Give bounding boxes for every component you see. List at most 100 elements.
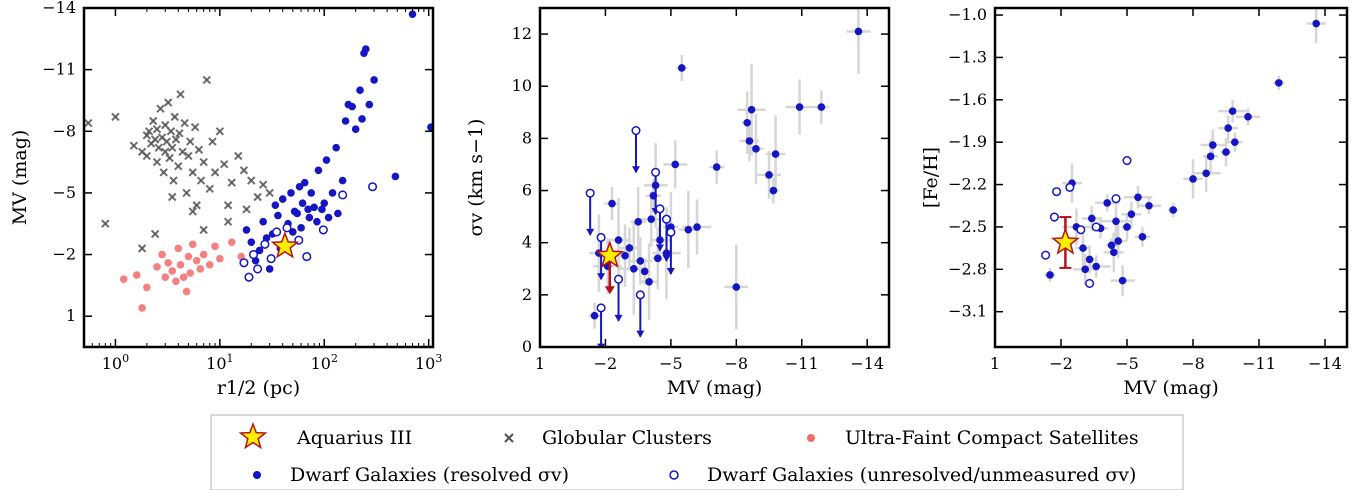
dwarf-resolved-point — [358, 115, 366, 123]
dwarf-unresolved-point — [1122, 156, 1132, 166]
dwarf-unresolved-point — [239, 258, 249, 268]
globular-cluster-point — [150, 229, 160, 239]
dwarf-unresolved-point — [253, 264, 263, 274]
dwarf-resolved-point — [408, 10, 417, 18]
y-tick-label: 12 — [512, 24, 532, 43]
y-tick-label: −5 — [52, 183, 76, 202]
globular-cluster-point — [178, 147, 187, 157]
x-tick-label: 1 — [990, 354, 1000, 373]
globular-cluster-point — [196, 176, 206, 185]
dwarf-unresolved-point — [1076, 225, 1086, 235]
ufcs-point — [161, 273, 170, 281]
dwarf-resolved-point — [693, 223, 701, 231]
dwarf-resolved-point — [307, 189, 316, 197]
y-tick-label: −8 — [52, 121, 76, 140]
dwarf-resolved-point — [745, 137, 754, 145]
ufcs-point — [205, 261, 214, 269]
y-tick-label: −2.2 — [948, 175, 987, 194]
dwarf-unresolved-point — [1085, 278, 1095, 288]
globular-cluster-point — [188, 168, 197, 177]
ufcs-point — [164, 258, 172, 267]
ufcs-point — [196, 265, 205, 273]
y-tick-label: 8 — [522, 128, 532, 147]
globular-cluster-point — [144, 127, 154, 136]
globular-cluster-point — [227, 178, 236, 187]
y-tick-label: −2.5 — [948, 217, 987, 236]
globular-cluster-point — [202, 75, 212, 85]
dwarf-resolved-point — [1231, 138, 1239, 146]
dwarf-resolved-point — [1244, 112, 1252, 121]
plot-frame — [538, 6, 891, 349]
x-axis-label: MV (mag) — [1123, 377, 1219, 399]
legend-frame — [210, 414, 1184, 490]
globular-cluster-point — [142, 131, 152, 140]
ufcs-point — [119, 275, 128, 284]
y-tick-label: 4 — [522, 233, 532, 252]
y-tick-label: 0 — [522, 337, 532, 356]
aquarius-arrowhead — [604, 286, 615, 295]
legend-ufcs-marker — [807, 434, 815, 442]
dwarf-resolved-point — [765, 171, 773, 179]
dwarf-unresolved-point — [282, 223, 292, 233]
dwarf-unresolved-point — [272, 227, 282, 237]
dwarf-resolved-point — [1206, 152, 1215, 161]
globular-cluster-point — [210, 168, 220, 177]
dwarf-resolved-point — [1103, 199, 1111, 207]
ufcs-point — [138, 304, 146, 312]
globular-cluster-point — [162, 137, 171, 146]
ufcs-point — [188, 240, 197, 249]
dwarf-resolved-point — [590, 311, 599, 320]
dwarf-unresolved-point — [1052, 187, 1062, 197]
dwarf-resolved-point — [640, 267, 649, 276]
plot-area-3 — [1041, 8, 1327, 297]
x-tick-label: −11 — [785, 354, 819, 373]
dwarf-unresolved-point — [666, 227, 676, 237]
dwarf-resolved-point — [634, 218, 642, 226]
globular-cluster-point — [184, 151, 193, 161]
y-axis-label: σv (km s−1) — [465, 119, 487, 237]
globular-cluster-point — [161, 147, 170, 157]
dwarf-resolved-point — [614, 236, 623, 244]
globular-cluster-point — [159, 168, 168, 177]
globular-cluster-point — [219, 159, 229, 169]
dwarf-resolved-point — [322, 156, 331, 164]
ufcs-point — [227, 238, 236, 247]
y-tick-label: −3.1 — [948, 302, 987, 321]
dwarf-resolved-point — [1088, 214, 1096, 223]
y-tick-label: 6 — [522, 181, 532, 200]
dwarf-resolved-point — [304, 205, 312, 214]
x-tick-label: 100 — [102, 352, 129, 373]
globular-cluster-point — [258, 180, 268, 189]
globular-cluster-point — [265, 188, 274, 198]
dwarf-resolved-point — [1134, 193, 1142, 202]
x-tick-label: −2 — [1049, 354, 1073, 373]
dwarf-resolved-point — [391, 172, 400, 181]
dwarf-resolved-point — [305, 213, 314, 222]
dwarf-resolved-point — [351, 125, 360, 134]
dwarf-resolved-point — [360, 49, 368, 57]
ufcs-point — [153, 263, 161, 271]
globular-cluster-point — [188, 207, 197, 216]
globular-cluster-point — [170, 112, 179, 122]
dwarf-resolved-point — [334, 209, 342, 218]
dwarf-resolved-point — [293, 209, 301, 218]
dwarf-unresolved-point — [266, 254, 276, 264]
dwarf-resolved-point — [712, 163, 721, 171]
dwarf-resolved-point — [300, 178, 309, 187]
dwarf-resolved-point — [348, 102, 356, 111]
dwarf-resolved-point — [287, 189, 295, 197]
globular-cluster-point — [176, 90, 185, 99]
dwarf-unresolved-point — [651, 167, 661, 177]
dwarf-resolved-point — [274, 211, 282, 220]
legend-dwarf-unresolved-marker — [669, 470, 679, 480]
upper-limit-arrowhead — [586, 228, 595, 236]
dwarf-resolved-point — [647, 215, 656, 224]
y-tick-label: −1.0 — [948, 5, 987, 24]
globular-cluster-point — [190, 122, 200, 132]
ufcs-point — [186, 269, 194, 277]
legend-globular-marker — [504, 433, 514, 443]
y-tick-label: −2.8 — [948, 259, 987, 278]
dwarf-resolved-point — [1107, 241, 1116, 250]
globular-cluster-point — [199, 225, 208, 235]
